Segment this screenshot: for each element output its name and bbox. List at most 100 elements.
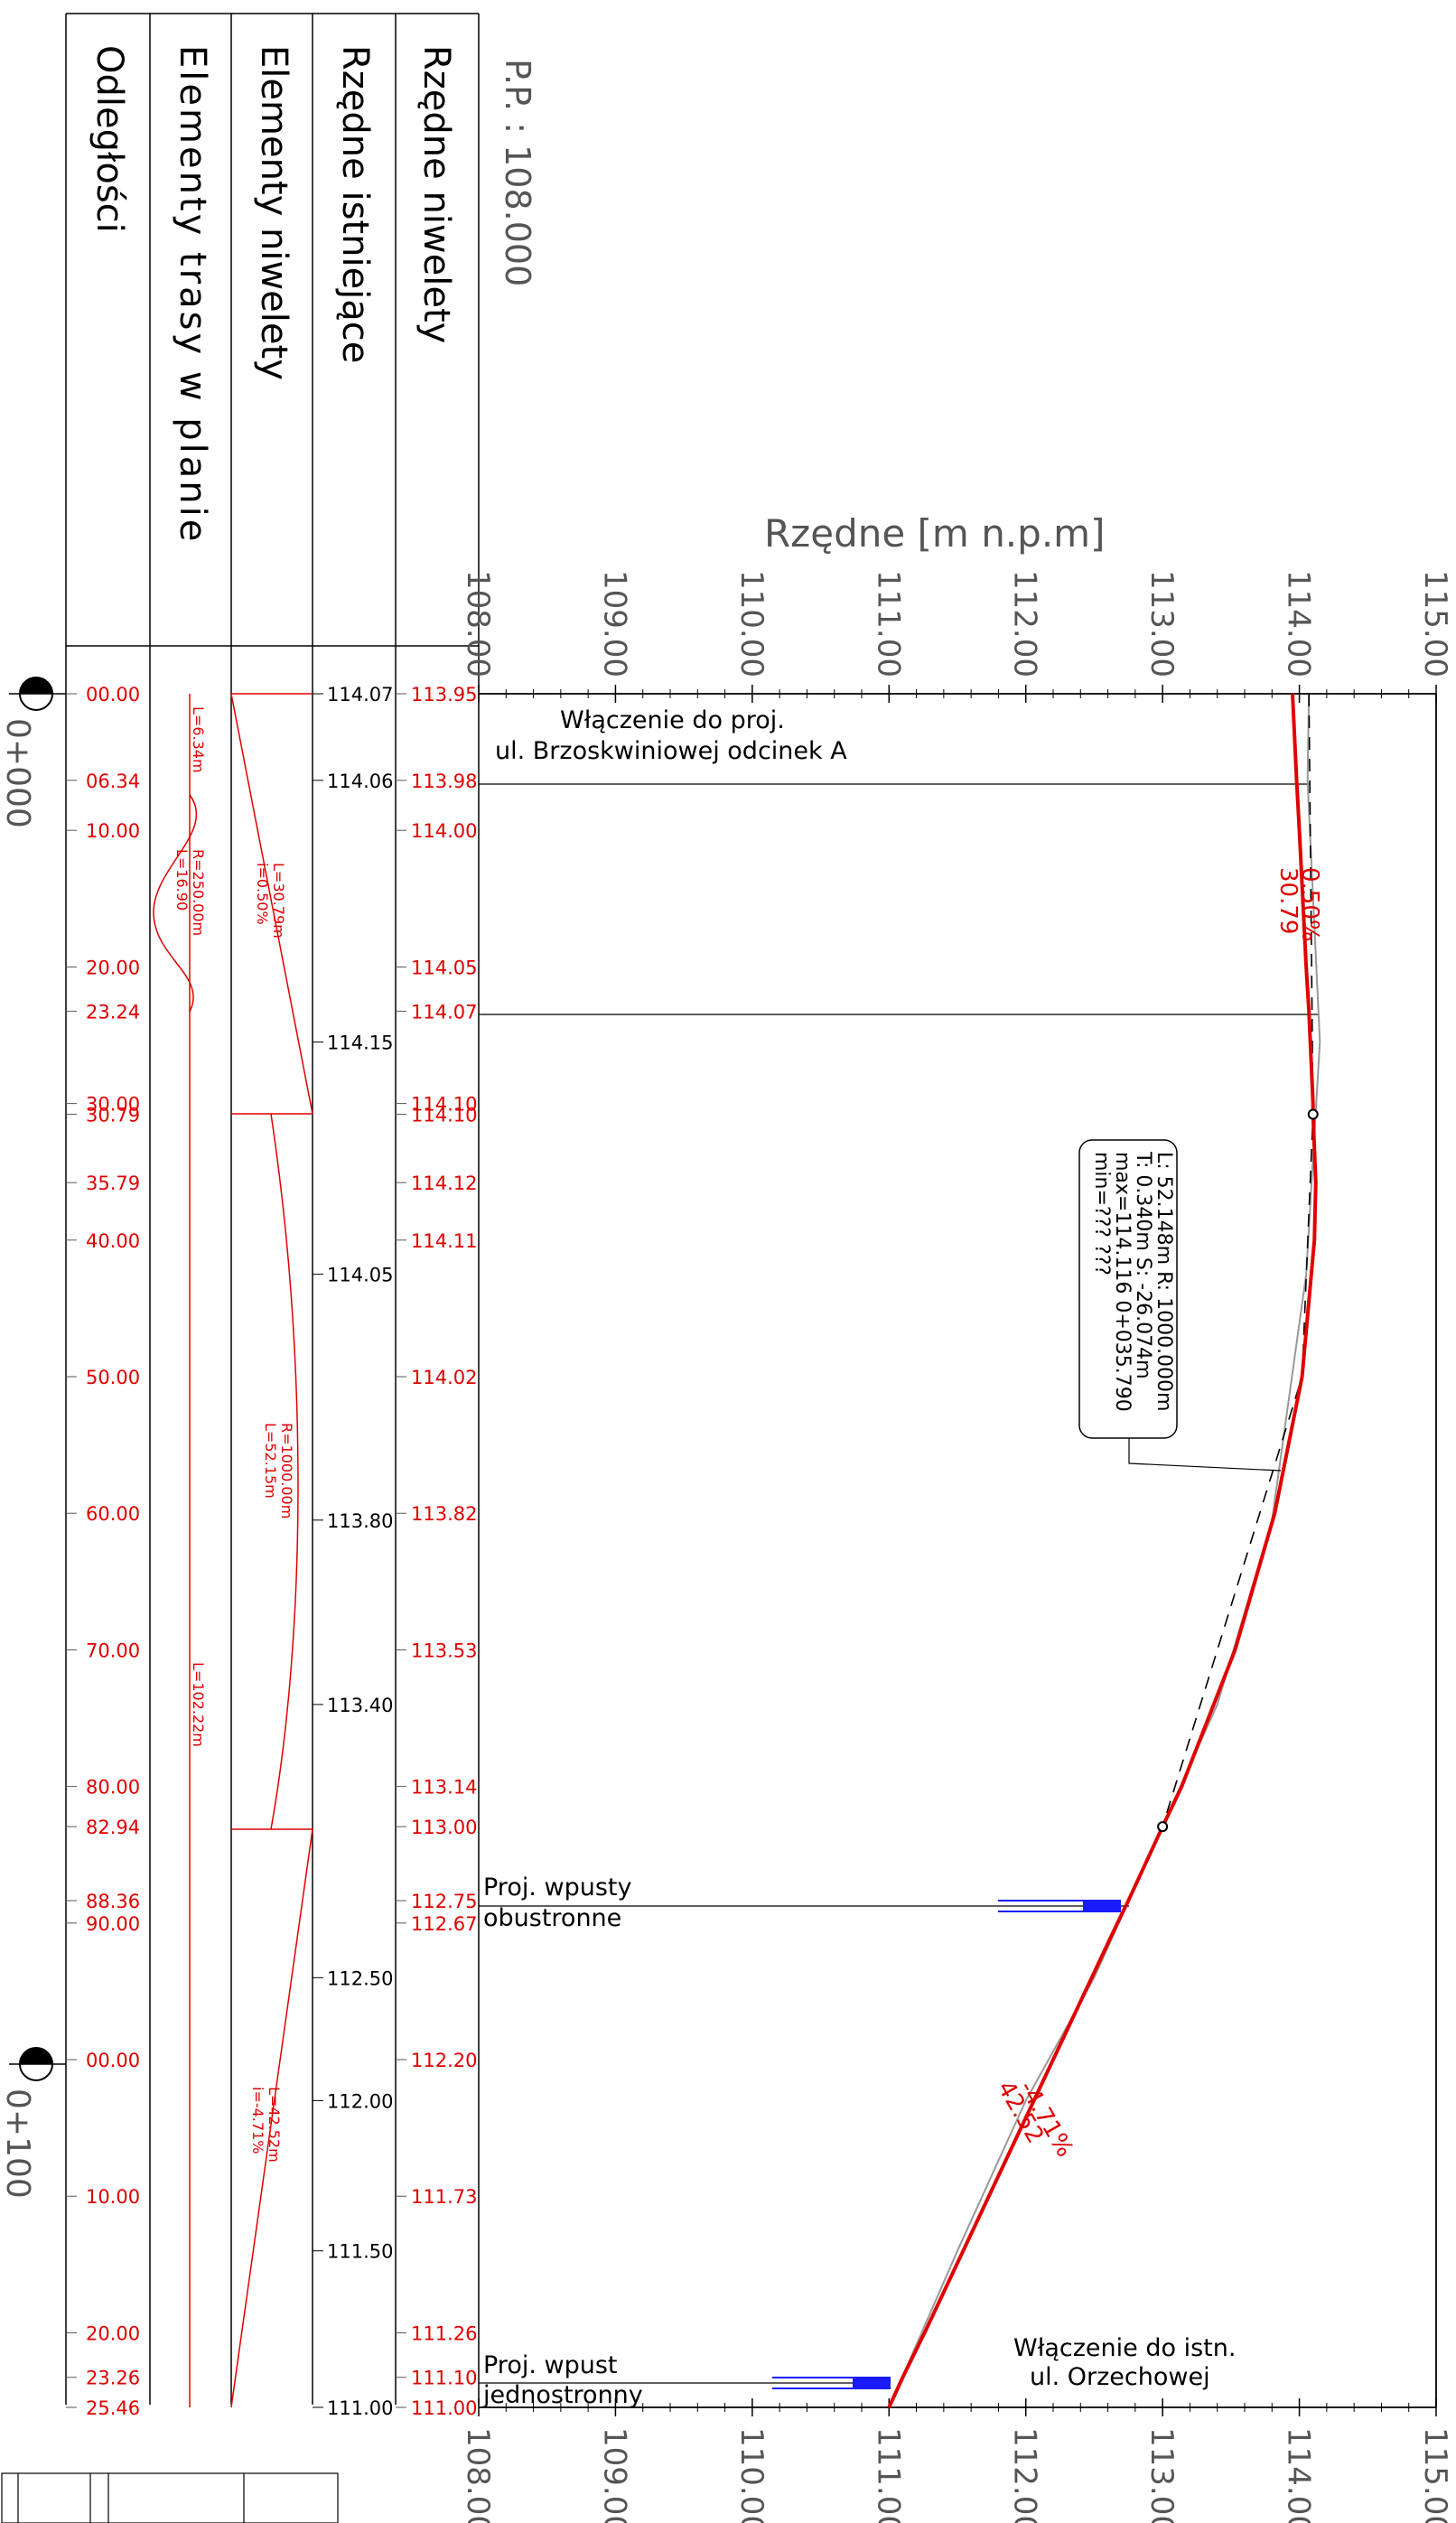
tick-label-top-3: 111.00 bbox=[870, 570, 906, 677]
plan-label-2: L=16.90 bbox=[173, 849, 191, 911]
plot-frame bbox=[479, 693, 1437, 2408]
existing-terrain-line bbox=[888, 693, 1321, 2408]
design-elevation-label: 114.10 bbox=[411, 1094, 477, 1116]
design-elevation-label: 112.75 bbox=[411, 1891, 477, 1912]
design-elevation-label: 114.10 bbox=[411, 1105, 477, 1126]
distance-label: 30.79 bbox=[86, 1105, 140, 1126]
plan-label-3: L=102.22m bbox=[190, 1662, 207, 1747]
callout-line-1: L: 52.148m R: 1000.000m bbox=[1153, 1152, 1175, 1411]
tick-label-bottom-2: 110.00 bbox=[733, 2427, 770, 2523]
grade-tangent-line bbox=[888, 693, 1314, 2408]
distance-label: 88.36 bbox=[86, 1891, 140, 1912]
station-label-1: 0+100 bbox=[0, 2088, 36, 2199]
plan-element-labels: L=6.34m R=250.00m L=16.90 L=102.22m bbox=[173, 706, 207, 1747]
grade-label-0: L=30.79m bbox=[270, 863, 287, 939]
distance-label: 40.00 bbox=[86, 1230, 140, 1252]
design-elevations: 113.95113.98114.00114.05114.07114.10114.… bbox=[396, 684, 477, 2419]
distance-label: 00.00 bbox=[86, 2050, 140, 2071]
title-block bbox=[1, 2472, 339, 2523]
annotation-end-2: ul. Orzechowej bbox=[1030, 2363, 1210, 2391]
distance-label: 23.24 bbox=[86, 1001, 140, 1023]
grade-break-point bbox=[1157, 1821, 1169, 1833]
distance-label: 60.00 bbox=[86, 1503, 140, 1525]
annotation-inlet1-1: Proj. wpust bbox=[483, 2351, 618, 2379]
plan-label-1: R=250.00m bbox=[190, 849, 207, 936]
grade-elements bbox=[230, 693, 313, 2408]
design-elevation-label: 111.10 bbox=[411, 2368, 477, 2389]
distance-label: 50.00 bbox=[86, 1367, 140, 1388]
annotation-inlet1-2: jednostronny bbox=[482, 2381, 643, 2409]
distance-label: 35.79 bbox=[86, 1173, 140, 1194]
design-elevation-label: 114.00 bbox=[411, 820, 477, 842]
design-elevation-label: 113.14 bbox=[411, 1777, 477, 1799]
header-table bbox=[65, 13, 480, 2405]
distance-label: 80.00 bbox=[86, 1777, 140, 1799]
header-grade-elements: Elementy niwelety bbox=[253, 45, 294, 380]
scale-label: P.P. : 108.000 bbox=[498, 59, 537, 286]
tick-label-top-2: 110.00 bbox=[733, 570, 770, 677]
callout-line-3: max=114.116 0+035.790 bbox=[1111, 1152, 1134, 1412]
tick-label-bottom-0: 108.00 bbox=[460, 2427, 496, 2523]
distance-label: 30.00 bbox=[86, 1094, 140, 1116]
length-label-top: 30.79 bbox=[1274, 867, 1302, 934]
grade-label-2: R=1000.00m bbox=[278, 1423, 295, 1518]
header-design: Rzędne niwelety bbox=[415, 45, 457, 343]
design-elevation-label: 113.00 bbox=[411, 1817, 477, 1838]
distance-label: 23.26 bbox=[86, 2368, 140, 2389]
station-marker-1-fill bbox=[20, 2048, 52, 2064]
design-elevation-label: 111.26 bbox=[411, 2322, 477, 2344]
grade-label-4: L=42.52m bbox=[266, 2087, 283, 2163]
tick-label-top-1: 109.00 bbox=[596, 570, 632, 677]
design-elevation-label: 113.82 bbox=[411, 1503, 477, 1525]
tick-label-bottom-1: 109.00 bbox=[596, 2427, 632, 2523]
top-ticks: 108.00 109.00 110.00 111.00 112.00 113.00 114.… bbox=[460, 570, 1453, 703]
grade-element-labels: L=30.79m i=0.50% R=1000.00m L=52.15m L=4… bbox=[249, 863, 295, 2163]
station-label-0: 0+000 bbox=[0, 718, 36, 828]
station-marker-0-fill bbox=[20, 677, 52, 694]
tick-label-bottom-5: 113.00 bbox=[1143, 2427, 1180, 2523]
header-existing: Rzędne istniejące bbox=[334, 45, 376, 363]
design-elevation-label: 111.73 bbox=[411, 2186, 477, 2208]
station-markers: 0+000 0+100 bbox=[0, 677, 66, 2199]
annotation-inlet2-1: Proj. wpusty bbox=[483, 1874, 631, 1902]
existing-elevation-label: 111.00 bbox=[327, 2397, 393, 2419]
grade-label-3: L=52.15m bbox=[262, 1423, 279, 1499]
annotation-end-1: Włączenie do istn. bbox=[1013, 2334, 1236, 2362]
distance-label: 82.94 bbox=[86, 1817, 140, 1838]
existing-elevation-label: 113.40 bbox=[327, 1695, 393, 1716]
annotations: Włączenie do proj. ul. Brzoskwiniowej od… bbox=[482, 706, 1236, 2409]
distance-label: 25.46 bbox=[86, 2397, 140, 2419]
grade-label-5: i=-4.71% bbox=[249, 2087, 266, 2154]
existing-elevation-label: 114.15 bbox=[327, 1033, 393, 1054]
annotation-inlet2-2: obustronne bbox=[483, 1904, 621, 1932]
plan-label-0: L=6.34m bbox=[190, 706, 207, 773]
tick-label-bottom-4: 112.00 bbox=[1007, 2427, 1043, 2523]
design-elevation-label: 114.12 bbox=[411, 1173, 477, 1194]
design-elevation-label: 112.67 bbox=[411, 1913, 477, 1935]
existing-elevation-label: 111.50 bbox=[327, 2241, 393, 2263]
bottom-ticks: 108.00 109.00 110.00 111.00 112.00 113.00 114.… bbox=[460, 2398, 1453, 2523]
design-elevation-label: 114.11 bbox=[411, 1230, 477, 1252]
tick-label-bottom-3: 111.00 bbox=[870, 2427, 906, 2523]
reference-lines bbox=[479, 783, 1319, 2384]
minor-ticks bbox=[478, 689, 1437, 2412]
design-elevation-label: 111.00 bbox=[411, 2397, 477, 2419]
design-elevation-label: 114.05 bbox=[411, 957, 477, 978]
plan-elements bbox=[153, 694, 197, 2407]
row-headers: Odległości Elementy trasy w planie Eleme… bbox=[89, 45, 457, 544]
tick-label-bottom-7: 115.00 bbox=[1417, 2427, 1453, 2523]
inlets bbox=[772, 1900, 1121, 2389]
grade-label-1: i=0.50% bbox=[254, 863, 271, 925]
existing-elevation-label: 113.80 bbox=[327, 1510, 393, 1532]
existing-elevations: 114.07 114.06 114.15 114.05 113.80 113.40 112.… bbox=[313, 684, 393, 2419]
tick-label-top-6: 114.00 bbox=[1281, 570, 1317, 677]
distance-label: 90.00 bbox=[86, 1913, 140, 1935]
design-elevation-label: 113.98 bbox=[411, 771, 477, 792]
curve-callout: L: 52.148m R: 1000.000m T: 0.340m S: -26… bbox=[1078, 1139, 1282, 1472]
existing-elevation-label: 112.00 bbox=[327, 2090, 393, 2112]
tick-label-top-4: 112.00 bbox=[1007, 570, 1043, 677]
distance-label: 06.34 bbox=[86, 771, 140, 792]
design-elevation-label: 113.53 bbox=[411, 1640, 477, 1661]
